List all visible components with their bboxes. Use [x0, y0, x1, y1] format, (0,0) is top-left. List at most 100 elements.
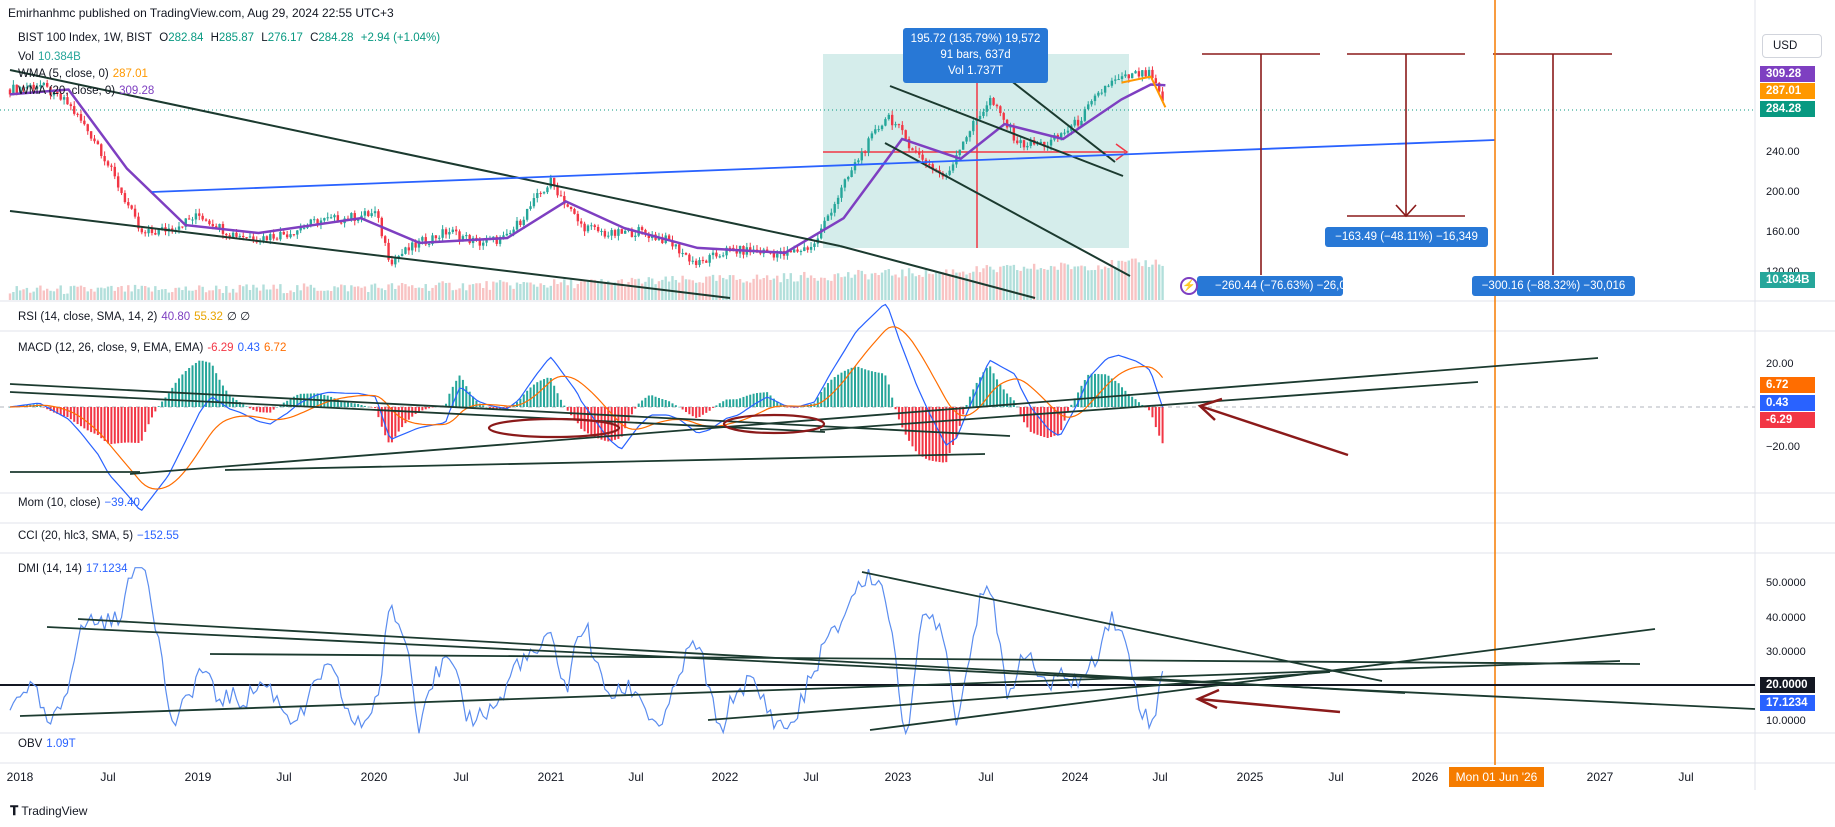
macd-histogram-bar [657, 397, 660, 407]
volume-bar [928, 273, 931, 300]
macd-histogram-bar [870, 371, 873, 407]
candle [370, 208, 373, 218]
candle [569, 206, 573, 212]
macd-histogram-bar [377, 407, 380, 418]
volume-bar [623, 286, 627, 300]
macd-histogram-bar [394, 407, 397, 437]
candle [12, 80, 15, 96]
volume-bar [965, 274, 968, 300]
candle [897, 123, 901, 129]
volume-bar [870, 273, 874, 300]
macd-histogram-bar [867, 370, 870, 407]
candle [329, 214, 333, 219]
candle [911, 147, 914, 151]
macd-histogram-bar [1087, 374, 1090, 407]
candle [1019, 136, 1022, 148]
vol-value: 10.384B [38, 51, 81, 63]
currency-button[interactable]: USD [1762, 34, 1822, 58]
candle [1107, 84, 1110, 88]
macd-histogram-bar [955, 407, 958, 438]
macd-histogram-bar [837, 374, 840, 407]
macd-histogram-bar [1063, 407, 1066, 421]
volume-bar [231, 288, 235, 300]
macd-histogram-bar [712, 407, 715, 408]
candle [83, 115, 86, 126]
volume-bar [654, 284, 657, 300]
volume-bar [377, 287, 380, 300]
macd-histogram-bar [556, 393, 559, 407]
blue-trendline[interactable] [151, 139, 1496, 193]
macd-pointer-arrow[interactable] [1197, 397, 1349, 457]
volume-bar [140, 285, 144, 300]
macd-histogram-bar [110, 407, 113, 445]
volume-bar [782, 273, 786, 300]
alert-icon[interactable]: ⚡ [1180, 277, 1198, 295]
volume-bar [279, 284, 282, 300]
macd-histogram-bar [188, 367, 191, 407]
candle [853, 158, 857, 174]
candle [867, 136, 870, 157]
volume-bar [52, 291, 56, 300]
macd-histogram-bar [499, 407, 502, 410]
macd-highlight-ellipses[interactable] [487, 413, 826, 439]
ohlc-close: C284.28 [310, 32, 354, 44]
macd-histogram-bar [715, 405, 718, 407]
volume-bar [1076, 266, 1080, 300]
candle [705, 259, 708, 263]
macd-histogram-bar [755, 393, 758, 407]
macd-histogram-bar [614, 407, 617, 440]
candle [603, 228, 607, 239]
macd-histogram-bar [833, 377, 836, 407]
volume-bar [73, 285, 76, 300]
volume-bar [890, 275, 894, 300]
candle [965, 135, 968, 145]
macd-histogram-bar [1121, 387, 1124, 407]
volume-bar [1083, 266, 1087, 300]
macd-line-axis-tag: 0.43 [1760, 395, 1815, 411]
candle [850, 167, 853, 178]
volume-bar [1005, 264, 1009, 300]
time-tick: Jul [453, 770, 469, 784]
macd-histogram-bar [627, 407, 630, 421]
volume-bar [221, 292, 225, 300]
dmi-pointer-arrow[interactable] [1194, 688, 1341, 714]
price-trendlines[interactable] [9, 69, 1131, 299]
ohlc-low: L276.17 [261, 32, 303, 44]
volume-bar [1147, 266, 1151, 300]
volume-bar [586, 280, 590, 300]
macd-histogram-bar [107, 407, 110, 444]
measure-down-1[interactable]: −163.49 (−48.11%) −16,349 [1325, 227, 1488, 247]
candle [1134, 69, 1137, 74]
tradingview-logo[interactable]: 𝐓 TradingView [10, 803, 88, 818]
dmi-trendlines[interactable] [19, 571, 1756, 731]
projection-targets[interactable] [1202, 53, 1612, 275]
volume-bar [454, 289, 458, 300]
measure-up-label[interactable]: 195.72 (135.79%) 19,572 91 bars, 637d Vo… [903, 28, 1048, 83]
volume-bar [1002, 265, 1005, 300]
candle [73, 101, 76, 116]
volume-bar [509, 285, 512, 300]
candle [874, 124, 877, 135]
macd-histogram-bar [1110, 378, 1113, 407]
volume-bar [989, 266, 992, 300]
macd-histogram-bar [725, 399, 728, 407]
volume-bar [958, 272, 961, 300]
volume-bar [556, 284, 559, 300]
macd-trendlines[interactable] [9, 357, 1599, 475]
volume-bar [18, 290, 22, 300]
measure-down-2[interactable]: −260.44 (−76.63%) −26,044 [1197, 276, 1359, 296]
macd-histogram-bar [238, 402, 241, 407]
macd-signal-value: 6.72 [263, 342, 287, 354]
time-tick: Jul [628, 770, 644, 784]
volume-bar [1022, 266, 1026, 300]
macd-histogram-bar [985, 367, 988, 407]
candle [191, 216, 194, 225]
macd-histogram-bar [390, 407, 393, 443]
volume-bar [174, 287, 177, 300]
macd-histogram-bar [123, 407, 126, 443]
volume-bar [546, 287, 549, 300]
measure-range-box[interactable] [823, 54, 1129, 248]
candle [1154, 74, 1158, 84]
measure-down-3[interactable]: −300.16 (−88.32%) −30,016 [1472, 276, 1635, 296]
